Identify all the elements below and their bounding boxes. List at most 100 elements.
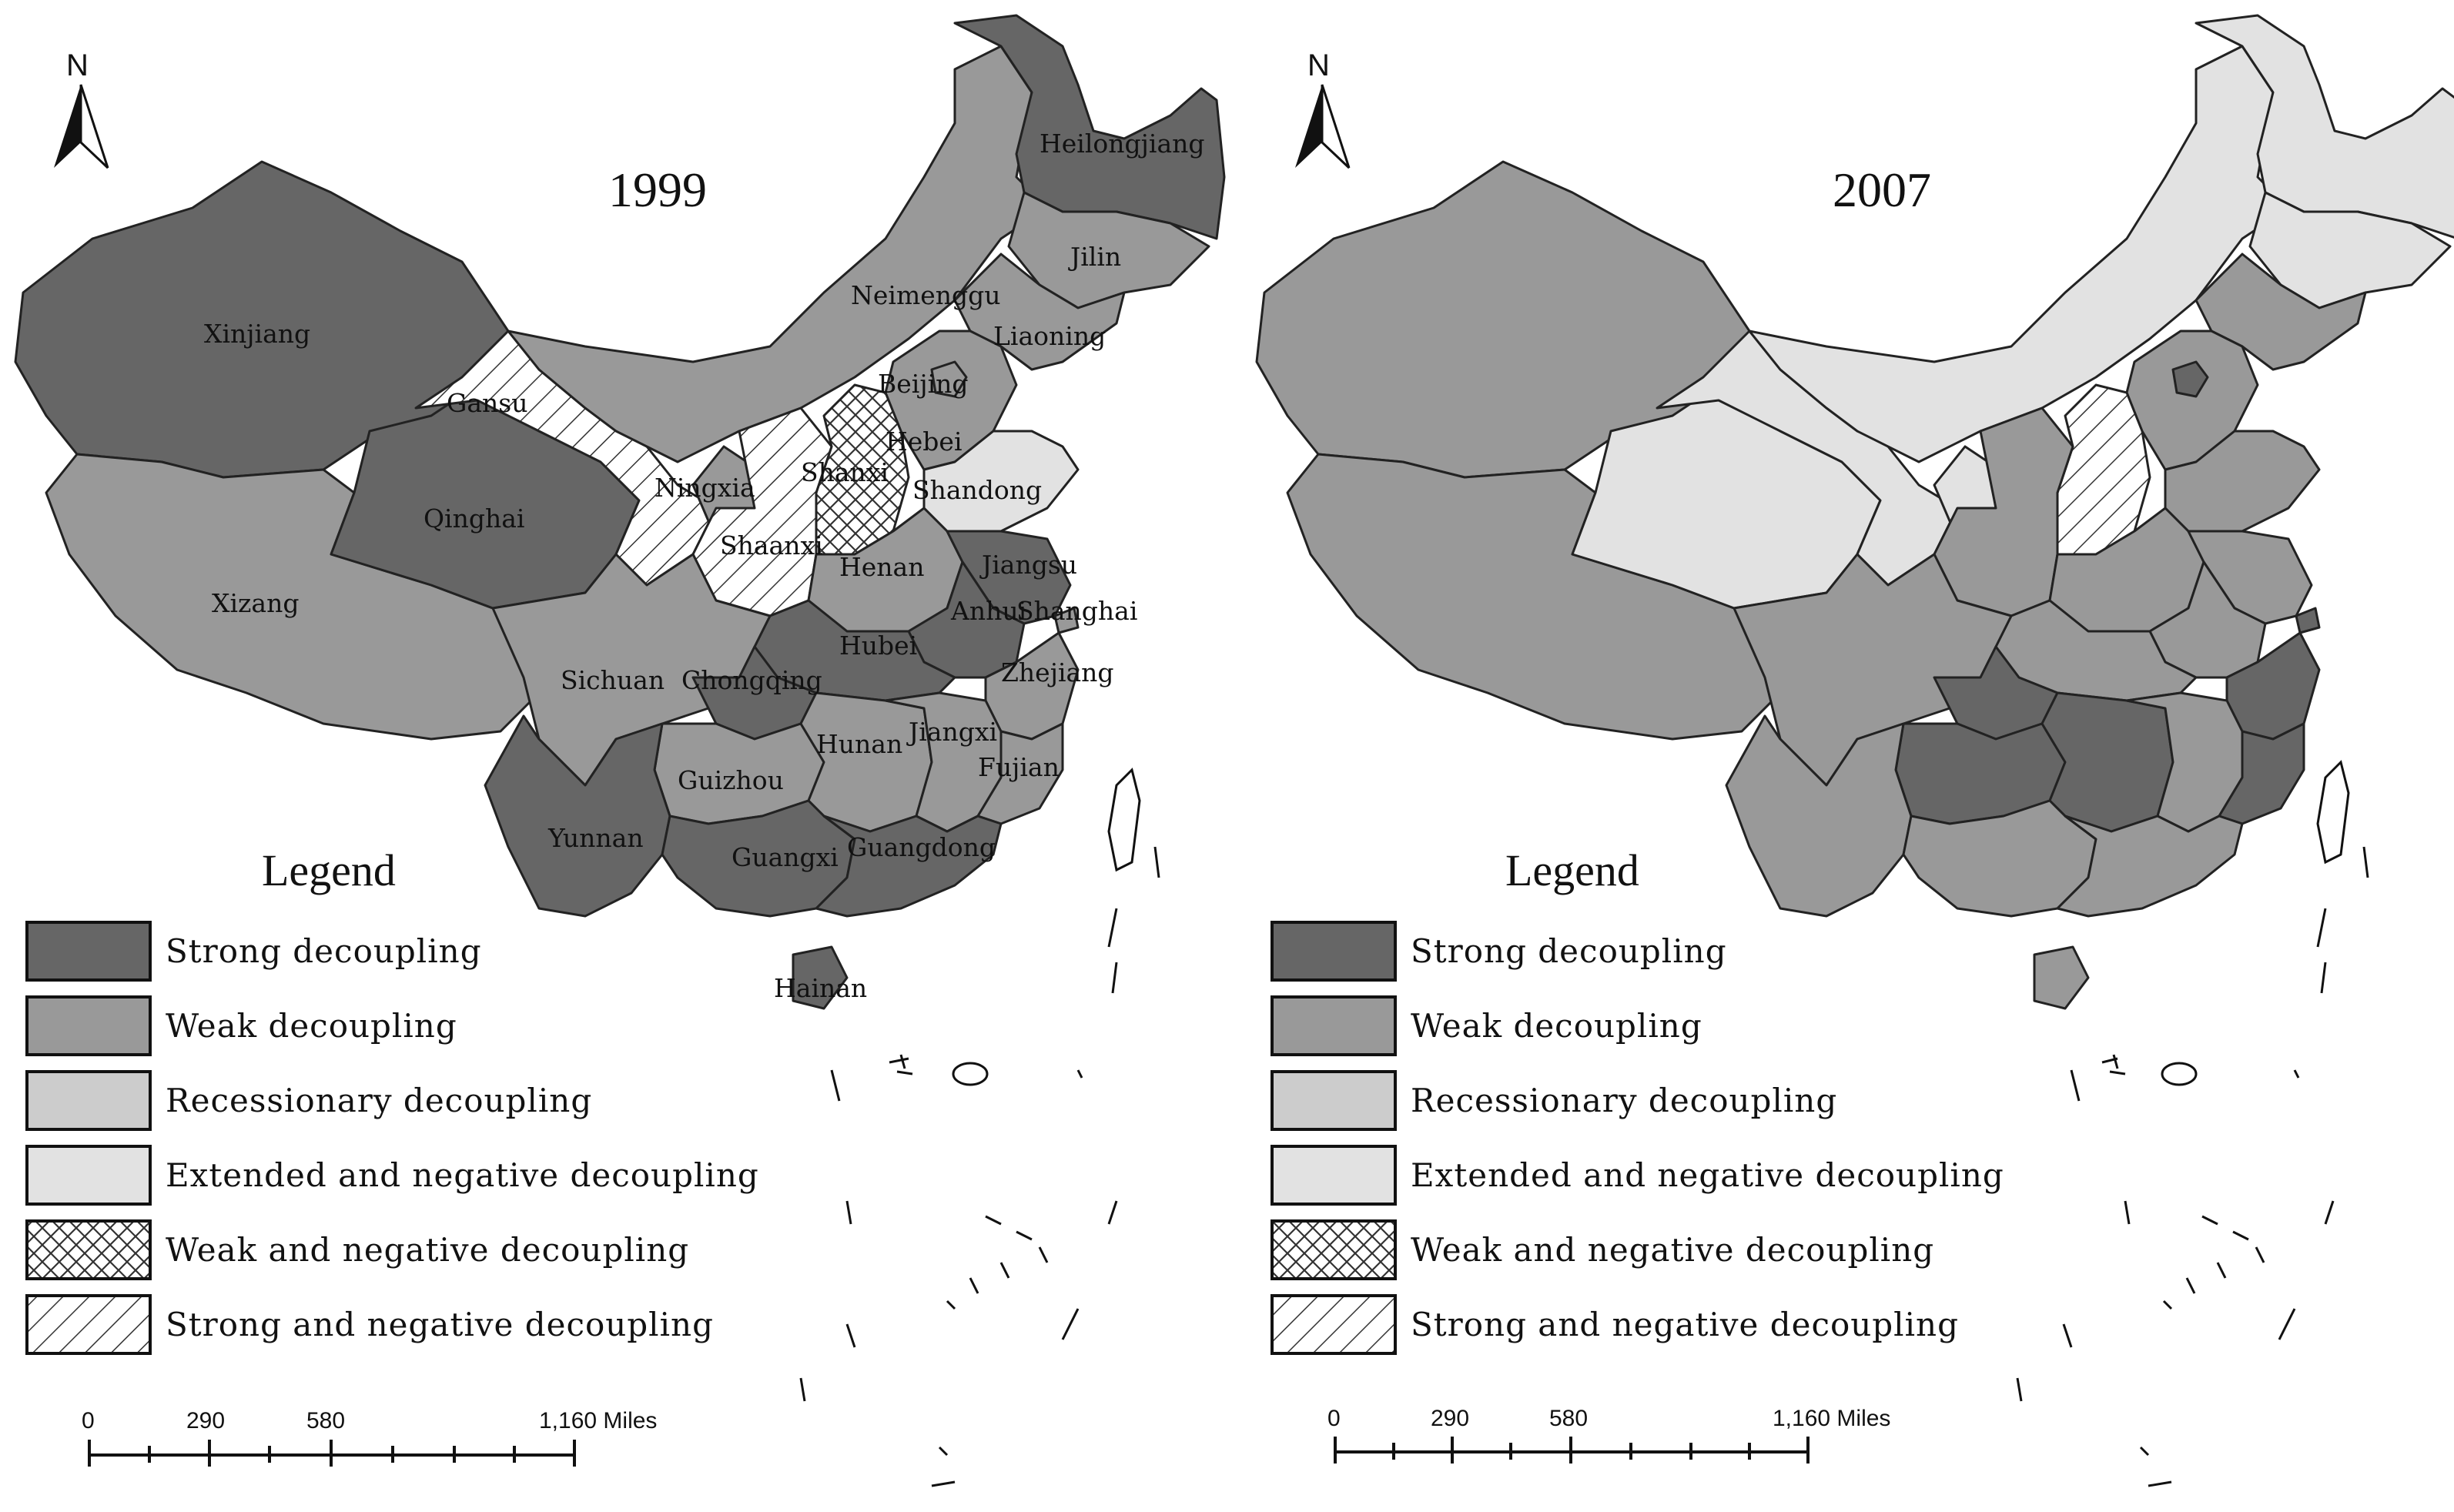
label-hunan: Hunan [816,729,902,759]
legend-label-strong: Strong decoupling [166,932,482,970]
legend-swatch-extended [25,1145,152,1206]
label-jiangsu: Jiangsu [979,550,1077,580]
legend-label-recessionary: Recessionary decoupling [166,1082,592,1119]
north-arrow-label: N [66,49,89,82]
legend-label-weak-negative: Weak and negative decoupling [1411,1231,1934,1269]
label-anhui: Anhui [950,596,1026,626]
label-heilongjiang: Heilongjiang [1040,129,1205,159]
scale-label-0: 0 [82,1408,95,1433]
north-arrow-icon [1295,85,1322,168]
legend-swatch-weak-negative [1271,1219,1397,1280]
label-xizang: Xizang [212,588,300,618]
legend-swatch-recessionary [1271,1070,1397,1131]
province-layer [14,14,1226,1010]
taiwan-outline [2316,760,2350,865]
legend-swatch-recessionary [25,1070,152,1131]
label-guizhou: Guizhou [678,765,784,795]
province-jilin [2248,191,2452,309]
north-arrow: N [1295,49,1351,169]
label-yunnan: Yunnan [547,823,644,853]
province-layer [1255,14,2454,1010]
label-beijing: Beijing [878,369,969,399]
label-hainan: Hainan [774,973,867,1003]
legend: Legend Strong decoupling Weak decoupling R… [1271,845,2004,1355]
label-shanxi: Shanxi [801,457,889,487]
legend-label-recessionary: Recessionary decoupling [1411,1082,1837,1119]
province-jilin [1007,191,1210,309]
map-year-title: 2007 [1833,162,1931,217]
province-shanghai [1053,607,1080,634]
legend-items: Strong decoupling Weak decoupling Recessio… [1271,921,2004,1355]
province-heilongjiang [2195,14,2454,239]
map-panel-2007: N 2007 [1255,14,2454,1487]
legend-title: Legend [1505,845,1639,895]
province-fujian [976,722,1064,825]
label-fujian: Fujian [978,752,1060,782]
label-shandong: Shandong [912,475,1042,505]
legend-title: Legend [262,845,396,895]
legend-swatch-strong [1271,921,1397,982]
label-liaoning: Liaoning [993,321,1106,351]
legend-swatch-weak-negative [25,1219,152,1280]
province-fujian [2218,722,2305,825]
province-labels: Xinjiang Xizang Qinghai Gansu Neimenggu … [204,129,1205,1003]
label-guangxi: Guangxi [732,842,839,872]
map-year-title: 1999 [608,162,707,217]
legend-label-weak: Weak decoupling [166,1007,457,1045]
label-henan: Henan [839,552,925,582]
legend-label-weak-negative: Weak and negative decoupling [166,1231,689,1269]
province-hainan [2033,945,2090,1010]
scale-label-290: 290 [186,1408,225,1433]
province-beijing [930,360,968,398]
legend-label-extended: Extended and negative decoupling [166,1156,759,1194]
label-neimenggu: Neimenggu [851,280,1001,310]
label-guangdong: Guangdong [847,832,996,862]
label-xinjiang: Xinjiang [204,319,310,349]
scale-label-1160: 1,160 Miles [539,1408,657,1433]
legend-swatch-weak [25,995,152,1056]
label-ningxia: Ningxia [655,473,755,503]
label-sichuan: Sichuan [561,665,665,695]
north-arrow-label: N [1307,49,1330,82]
legend-items: Strong decoupling Weak decoupling Recessio… [25,921,759,1355]
legend: Legend Strong decoupling Weak decoupling R… [25,845,759,1355]
province-hainan [792,945,849,1010]
scale-ticks [88,1440,576,1467]
scale-label-580: 580 [306,1408,345,1433]
legend-swatch-strong-negative [25,1294,152,1355]
north-arrow: N [54,49,109,169]
legend-swatch-weak [1271,995,1397,1056]
taiwan-outline [1107,768,1141,872]
label-zhejiang: Zhejiang [1001,657,1114,687]
legend-swatch-extended [1271,1145,1397,1206]
province-guangdong [2056,815,2244,918]
label-jilin: Jilin [1068,242,1121,272]
scale-bar: 0 290 580 1,160 Miles [1327,1406,1890,1463]
province-heilongjiang [953,14,1226,240]
legend-swatch-strong [25,921,152,982]
scale-label-580: 580 [1549,1406,1588,1431]
label-qinghai: Qinghai [424,503,524,534]
islands-taiwan [2016,760,2369,1487]
label-chongqing: Chongqing [681,665,822,695]
north-arrow-icon [54,85,81,168]
islands-taiwan [799,768,1160,1487]
legend-swatch-strong-negative [1271,1294,1397,1355]
legend-label-strong-negative: Strong and negative decoupling [166,1306,714,1343]
scale-ticks [1334,1437,1810,1463]
province-guangdong [815,815,1003,918]
legend-label-strong: Strong decoupling [1411,932,1727,970]
label-hubei: Hubei [839,631,917,661]
scale-label-290: 290 [1431,1406,1469,1431]
label-gansu: Gansu [447,388,527,418]
legend-label-weak: Weak decoupling [1411,1007,1702,1045]
label-hebei: Hebei [886,427,963,457]
legend-label-extended: Extended and negative decoupling [1411,1156,2004,1194]
province-beijing [2171,360,2209,398]
scale-label-0: 0 [1327,1406,1341,1431]
map-panel-1999: N 1999 [14,14,1226,1487]
scale-label-1160: 1,160 Miles [1773,1406,1890,1431]
legend-label-strong-negative: Strong and negative decoupling [1411,1306,1959,1343]
province-shanghai [2295,607,2321,634]
